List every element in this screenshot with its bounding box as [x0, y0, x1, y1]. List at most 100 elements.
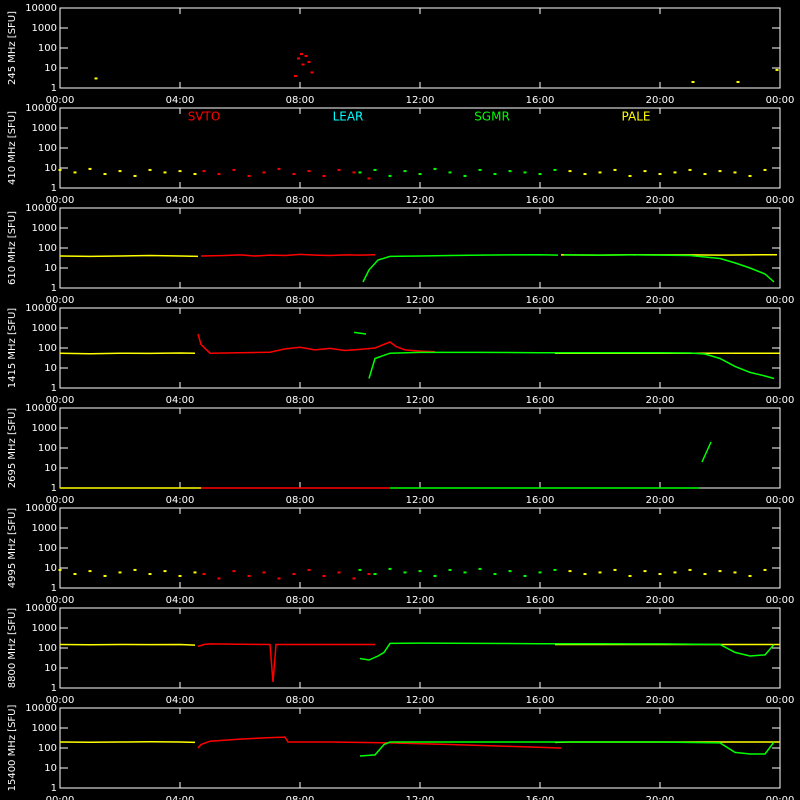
- y-tick-label: 10000: [25, 703, 57, 714]
- x-tick-label: 00:00: [46, 195, 75, 206]
- y-axis-label: 15400 MHz [SFU]: [7, 705, 18, 792]
- data-point: [118, 170, 122, 173]
- y-tick-label: 10000: [25, 403, 57, 414]
- data-point: [322, 574, 326, 577]
- plot-frame: [59, 7, 781, 89]
- data-point: [277, 577, 281, 580]
- data-point: [373, 168, 377, 171]
- data-point: [88, 167, 92, 170]
- x-tick-label: 04:00: [166, 795, 195, 800]
- y-tick-label: 1000: [32, 523, 57, 534]
- x-tick-label: 00:00: [766, 295, 795, 306]
- data-point: [294, 74, 297, 77]
- data-point: [88, 570, 92, 573]
- y-tick-label: 100: [38, 43, 57, 54]
- data-point: [433, 574, 437, 577]
- data-point: [643, 570, 647, 573]
- x-tick-label: 04:00: [166, 395, 195, 406]
- y-tick-label: 1000: [32, 323, 57, 334]
- data-point: [163, 171, 167, 174]
- y-axis-label: 245 MHz [SFU]: [7, 11, 18, 85]
- data-point: [310, 71, 314, 74]
- x-tick-label: 04:00: [166, 695, 195, 706]
- data-point: [307, 170, 311, 173]
- data-point: [388, 174, 392, 177]
- y-tick-label: 10000: [25, 103, 57, 114]
- x-tick-label: 00:00: [766, 395, 795, 406]
- x-tick-label: 16:00: [526, 95, 555, 106]
- data-point: [337, 571, 341, 574]
- plot-frame: [59, 107, 781, 189]
- data-point: [301, 63, 305, 66]
- data-point: [292, 573, 296, 576]
- data-point: [388, 567, 392, 570]
- y-tick-label: 10000: [25, 3, 57, 14]
- series-line: [197, 736, 562, 749]
- legend-entry: SVTO: [188, 110, 221, 124]
- y-tick-label: 10: [44, 163, 57, 174]
- series-line: [197, 333, 436, 354]
- data-point: [763, 168, 767, 171]
- x-tick-label: 12:00: [406, 295, 435, 306]
- data-point: [418, 173, 422, 176]
- series-line: [200, 253, 376, 257]
- x-tick-label: 12:00: [406, 395, 435, 406]
- data-point: [748, 574, 752, 577]
- data-point: [103, 173, 107, 176]
- data-point: [148, 168, 152, 171]
- data-point: [58, 568, 62, 571]
- data-point: [297, 57, 300, 60]
- y-tick-label: 1000: [32, 623, 57, 634]
- y-tick-label: 10000: [25, 203, 57, 214]
- data-point: [688, 168, 692, 171]
- data-point: [307, 60, 311, 63]
- series-line: [359, 741, 775, 757]
- x-tick-label: 20:00: [646, 195, 675, 206]
- data-point: [217, 577, 221, 580]
- data-point: [163, 570, 167, 573]
- x-tick-label: 04:00: [166, 195, 195, 206]
- data-point: [367, 177, 371, 180]
- x-tick-label: 00:00: [46, 695, 75, 706]
- data-point: [367, 573, 371, 576]
- data-point: [538, 571, 542, 574]
- legend-entry: SGMR: [474, 110, 510, 124]
- y-tick-label: 10000: [25, 603, 57, 614]
- data-point: [673, 171, 677, 174]
- y-tick-label: 10: [44, 63, 57, 74]
- y-tick-label: 1000: [32, 223, 57, 234]
- data-point: [658, 173, 662, 176]
- y-tick-label: 1000: [32, 23, 57, 34]
- series-line: [362, 253, 775, 283]
- plot-frame: [59, 407, 781, 489]
- x-tick-label: 16:00: [526, 495, 555, 506]
- data-point: [643, 170, 647, 173]
- data-point: [247, 174, 251, 177]
- data-point: [352, 577, 356, 580]
- series-line: [359, 642, 775, 661]
- x-tick-label: 16:00: [526, 295, 555, 306]
- y-tick-label: 1: [51, 583, 57, 594]
- y-tick-label: 10000: [25, 303, 57, 314]
- x-tick-label: 00:00: [766, 695, 795, 706]
- data-point: [463, 174, 467, 177]
- data-point: [508, 570, 512, 573]
- x-tick-label: 08:00: [286, 595, 315, 606]
- y-tick-label: 1: [51, 183, 57, 194]
- x-tick-label: 00:00: [46, 295, 75, 306]
- y-tick-label: 10000: [25, 503, 57, 514]
- y-tick-label: 1: [51, 283, 57, 294]
- data-point: [748, 174, 752, 177]
- y-tick-label: 1: [51, 383, 57, 394]
- data-point: [736, 80, 740, 83]
- y-tick-label: 100: [38, 443, 57, 454]
- y-axis-label: 610 MHz [SFU]: [7, 211, 18, 285]
- data-point: [628, 574, 632, 577]
- y-tick-label: 10: [44, 563, 57, 574]
- x-tick-label: 12:00: [406, 495, 435, 506]
- x-tick-label: 20:00: [646, 495, 675, 506]
- x-tick-label: 08:00: [286, 95, 315, 106]
- x-tick-label: 00:00: [46, 395, 75, 406]
- x-tick-label: 16:00: [526, 195, 555, 206]
- data-point: [373, 573, 377, 576]
